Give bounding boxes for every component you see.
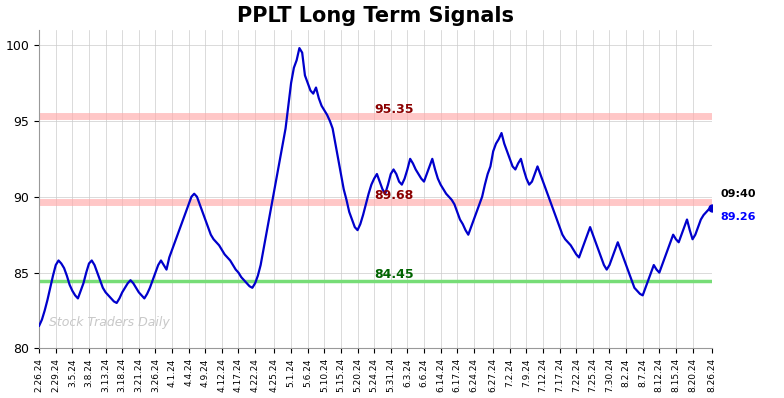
Text: 09:40: 09:40 [720,189,756,199]
Text: 89.26: 89.26 [720,212,756,222]
Title: PPLT Long Term Signals: PPLT Long Term Signals [237,6,514,25]
Text: Stock Traders Daily: Stock Traders Daily [49,316,170,330]
Text: 89.68: 89.68 [374,189,413,202]
Text: 84.45: 84.45 [374,268,414,281]
Text: 95.35: 95.35 [374,103,414,115]
